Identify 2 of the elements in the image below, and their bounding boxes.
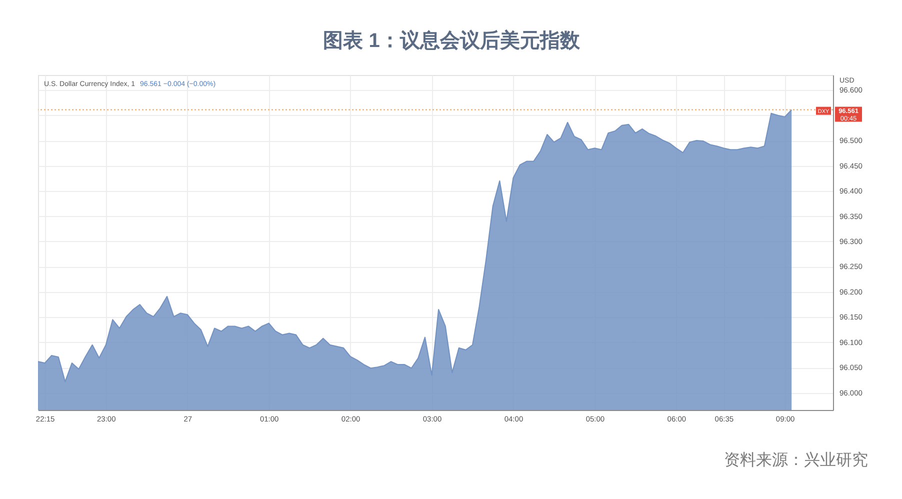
text: 资料来源：兴业研究: [724, 451, 868, 469]
chart-title: 图表 1：议息会议后美元指数: [323, 29, 581, 52]
